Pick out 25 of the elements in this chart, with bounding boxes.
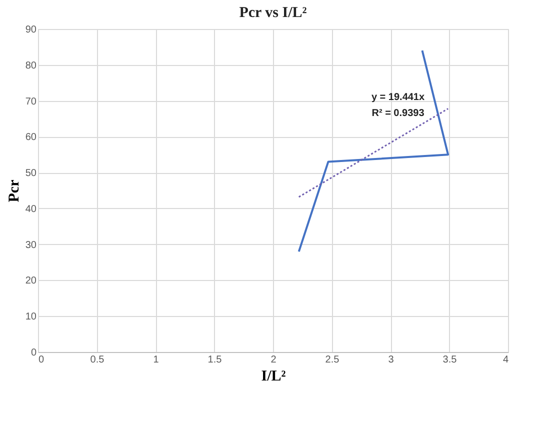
annotation: R² = 0.9393	[372, 108, 425, 119]
x-tick-label: 0	[38, 354, 44, 366]
y-tick-label: 60	[25, 132, 37, 144]
x-tick-label: 1.5	[208, 354, 222, 366]
x-tick-label: 2	[270, 354, 277, 366]
x-tick-label: 1	[153, 354, 160, 366]
y-tick-label: 40	[25, 204, 37, 215]
y-tick-label: 90	[25, 24, 37, 36]
y-tick-label: 50	[25, 168, 37, 180]
y-tick-label: 70	[25, 96, 37, 108]
annotation: y = 19.441x	[371, 92, 425, 103]
y-axis-title: Pcr	[6, 179, 22, 202]
y-tick-label: 10	[25, 312, 37, 323]
x-tick-label: 3	[388, 354, 394, 366]
y-tick-label: 20	[25, 276, 37, 287]
x-tick-label: 2.5	[325, 354, 340, 366]
line-series	[298, 50, 450, 253]
y-tick-label: 30	[25, 240, 37, 251]
chart-title: Pcr vs I/L²	[239, 5, 308, 21]
x-tick-label: 0.5	[90, 354, 105, 366]
x-tick-label: 3.5	[442, 354, 458, 366]
x-tick-label: 4	[502, 354, 509, 366]
x-axis-title: I/L²	[261, 368, 286, 384]
y-tick-label: 0	[30, 348, 37, 358]
y-tick-label: 80	[25, 60, 37, 72]
